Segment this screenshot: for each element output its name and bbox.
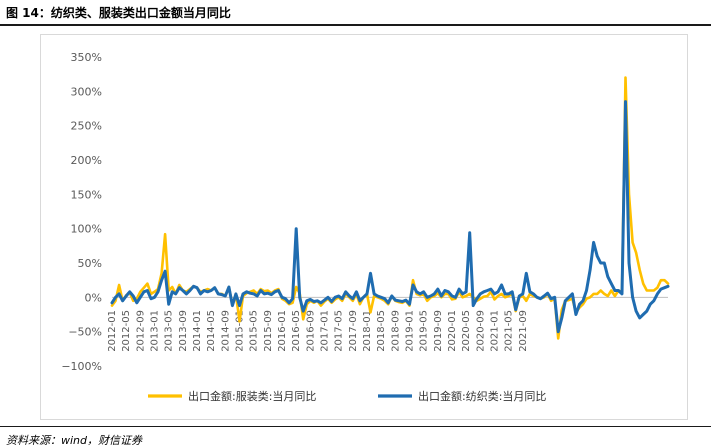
y-tick-label: 300% <box>71 85 102 98</box>
chart-frame <box>40 34 688 420</box>
title-divider <box>0 24 711 26</box>
y-tick-label: 0% <box>85 291 102 304</box>
x-tick-label: 2016-01 <box>277 310 288 352</box>
x-tick-label: 2021-01 <box>489 310 500 352</box>
source-note: 资料来源：wind，财信证券 <box>6 434 143 447</box>
y-tick-label: 50% <box>78 257 102 270</box>
x-tick-label: 2017-05 <box>334 310 345 352</box>
y-tick-label: −50% <box>68 326 102 339</box>
figure-title: 图 14：纺织类、服装类出口金额当月同比 <box>6 6 231 20</box>
x-tick-label: 2018-01 <box>362 310 373 352</box>
x-tick-label: 2012-01 <box>107 310 118 352</box>
x-tick-label: 2016-05 <box>291 310 302 352</box>
x-tick-label: 2021-05 <box>504 310 515 352</box>
x-tick-label: 2015-09 <box>263 310 274 352</box>
x-axis: 2012-01 2012-05 2012-09 2013-01 2013-05 2013-… <box>107 296 668 352</box>
x-tick-label: 2013-01 <box>149 310 160 352</box>
x-tick-label: 2021-09 <box>518 310 529 352</box>
y-tick-label: 350% <box>71 51 102 64</box>
x-tick-label: 2019-05 <box>419 310 430 352</box>
x-tick-label: 2020-01 <box>447 310 458 352</box>
x-tick-label: 2018-09 <box>390 310 401 352</box>
series-layer <box>110 76 670 340</box>
x-tick-label: 2019-09 <box>433 310 444 352</box>
x-tick-label: 2014-09 <box>220 310 231 352</box>
x-tick-label: 2012-09 <box>135 310 146 352</box>
x-tick-label: 2017-09 <box>348 310 359 352</box>
x-tick-label: 2014-01 <box>192 310 203 352</box>
x-tick-label: 2017-01 <box>319 310 330 352</box>
y-tick-label: 100% <box>71 223 102 236</box>
y-tick-label: 150% <box>71 188 102 201</box>
x-tick-label: 2012-05 <box>121 310 132 352</box>
x-tick-label: 2020-05 <box>461 310 472 352</box>
y-tick-label: 250% <box>71 120 102 133</box>
x-tick-label: 2014-05 <box>206 310 217 352</box>
x-tick-label: 2019-01 <box>404 310 415 352</box>
x-tick-label: 2018-05 <box>376 310 387 352</box>
x-tick-label: 2020-09 <box>475 310 486 352</box>
legend-label: 出口金额:纺织类:当月同比 <box>418 389 546 403</box>
legend: 出口金额:服装类:当月同比 出口金额:纺织类:当月同比 <box>148 389 546 403</box>
x-tick-label: 2015-01 <box>234 310 245 352</box>
x-tick-label: 2015-05 <box>249 310 260 352</box>
y-tick-label: 200% <box>71 154 102 167</box>
x-tick-label: 2016-09 <box>305 310 316 352</box>
x-tick-label: 2013-05 <box>164 310 175 352</box>
y-tick-label: −100% <box>61 360 102 373</box>
bottom-divider <box>0 426 711 427</box>
y-axis: −100% −50% 0% 50% 100% 150% 200% 250% 300% 350% <box>61 51 102 373</box>
series-line-textile <box>110 100 670 334</box>
legend-label: 出口金额:服装类:当月同比 <box>188 389 316 403</box>
x-tick-label: 2013-09 <box>178 310 189 352</box>
